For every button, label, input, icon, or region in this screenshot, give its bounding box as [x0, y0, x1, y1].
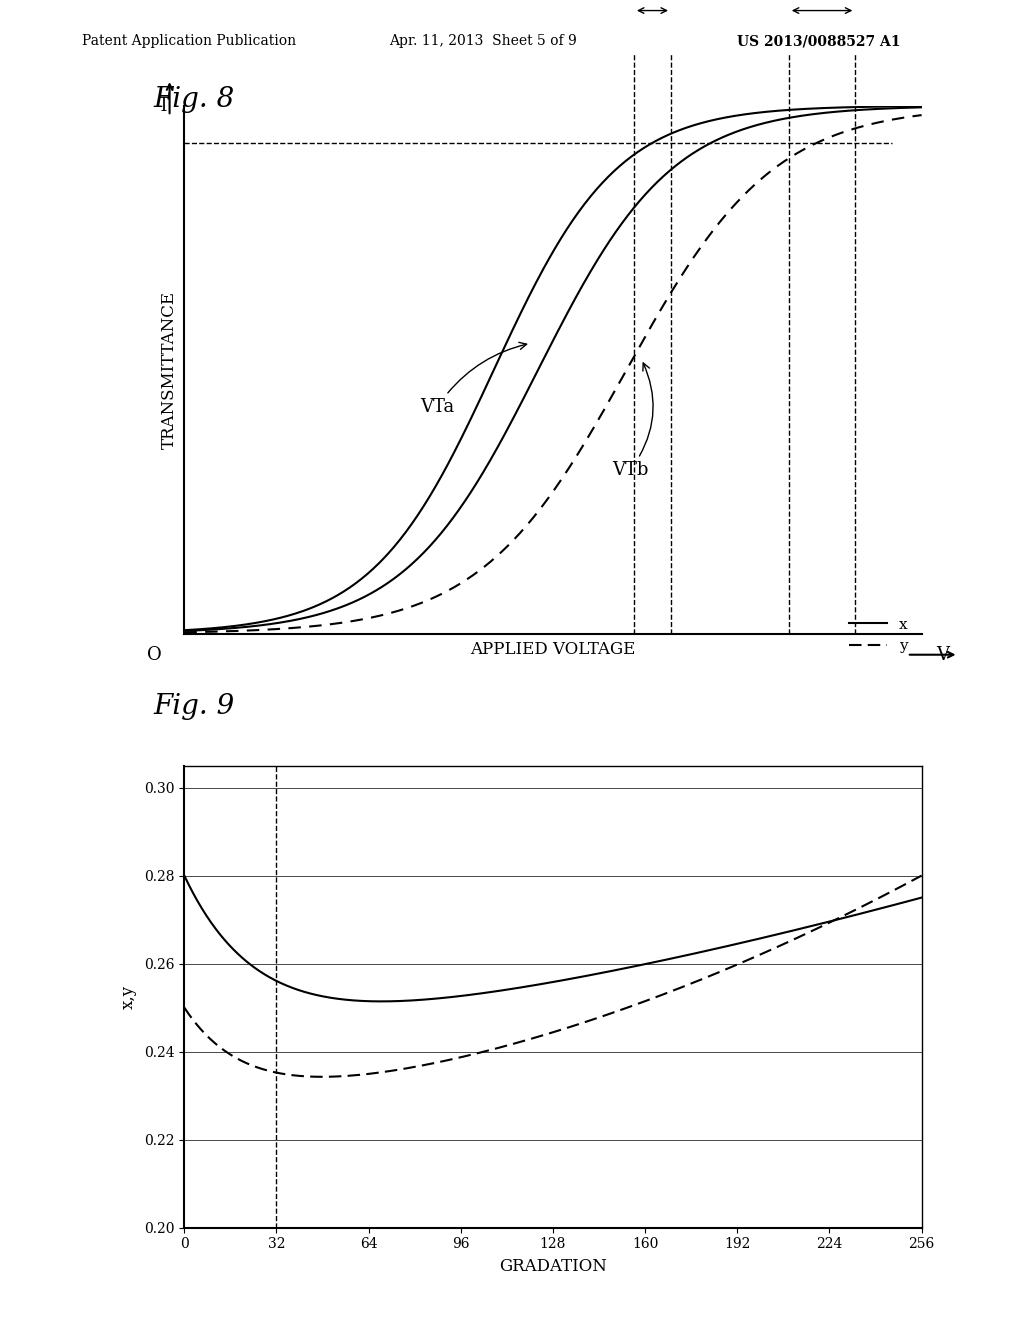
Line: x: x: [184, 875, 922, 1002]
x: [784, 923, 797, 939]
y: [315, 1069, 328, 1085]
x: [529, 977, 542, 993]
Line: y: y: [184, 875, 922, 1077]
x: [899, 894, 911, 909]
x: [375, 994, 387, 1010]
x: [535, 977, 547, 993]
Legend: x, y: x, y: [843, 611, 914, 660]
Text: VTa: VTa: [420, 342, 526, 416]
y: [899, 876, 911, 892]
y: [915, 867, 928, 883]
Text: V: V: [936, 645, 949, 664]
Text: VTb: VTb: [612, 363, 653, 479]
Text: T: T: [158, 96, 170, 115]
y: [535, 1028, 547, 1044]
y: [618, 1001, 631, 1016]
Y-axis label: TRANSMITTANCE: TRANSMITTANCE: [161, 290, 177, 449]
Text: Fig. 8: Fig. 8: [154, 86, 234, 112]
y: [579, 1014, 591, 1030]
y: [784, 933, 797, 949]
Text: Patent Application Publication: Patent Application Publication: [82, 34, 296, 49]
X-axis label: GRADATION: GRADATION: [499, 1258, 607, 1275]
x: [178, 867, 190, 883]
x: [579, 969, 591, 985]
Y-axis label: x,y: x,y: [120, 985, 137, 1008]
Text: Apr. 11, 2013  Sheet 5 of 9: Apr. 11, 2013 Sheet 5 of 9: [389, 34, 577, 49]
y: [529, 1030, 542, 1045]
X-axis label: APPLIED VOLTAGE: APPLIED VOLTAGE: [470, 640, 636, 657]
Text: Fig. 9: Fig. 9: [154, 693, 234, 719]
x: [915, 890, 928, 906]
y: [178, 999, 190, 1015]
x: [618, 961, 631, 977]
Text: US 2013/0088527 A1: US 2013/0088527 A1: [737, 34, 901, 49]
Text: O: O: [147, 645, 162, 664]
